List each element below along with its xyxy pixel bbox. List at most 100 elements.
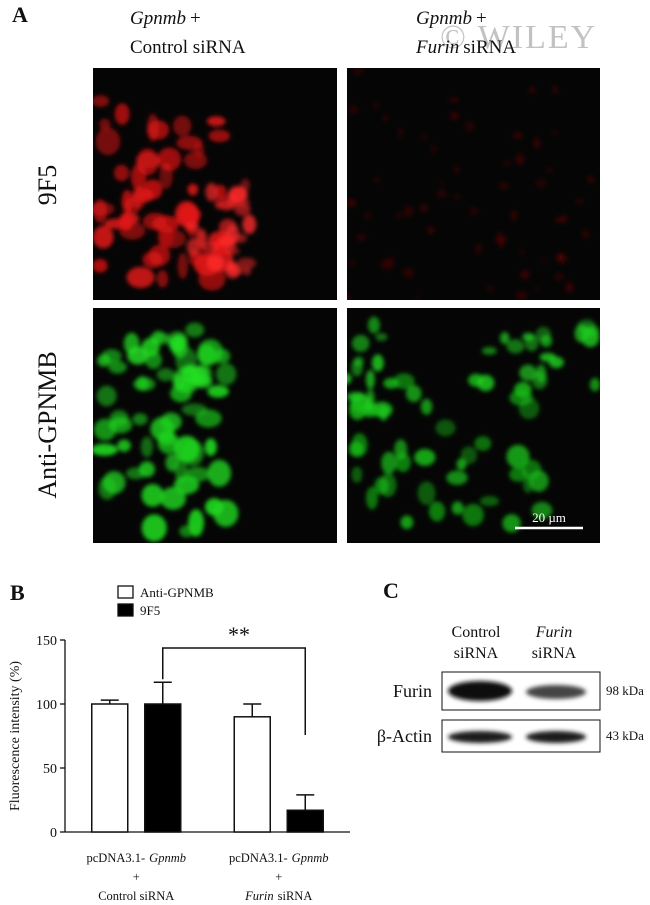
cell bbox=[206, 254, 225, 272]
panel-label: B bbox=[10, 580, 25, 605]
cell bbox=[197, 339, 224, 365]
cell bbox=[184, 151, 208, 170]
cell bbox=[113, 164, 130, 182]
cell bbox=[225, 263, 241, 279]
cell bbox=[430, 144, 437, 154]
label-piece: Control siRNA bbox=[130, 37, 246, 58]
label-line: Furin siRNA bbox=[415, 37, 516, 58]
label-line: siRNA bbox=[532, 645, 577, 662]
cell bbox=[348, 104, 359, 115]
label-line: Gpnmb + bbox=[130, 8, 201, 29]
cell bbox=[519, 364, 537, 381]
watermark: © WILEY bbox=[440, 19, 597, 56]
cell bbox=[506, 444, 530, 469]
cell bbox=[205, 182, 218, 202]
cell bbox=[554, 216, 567, 224]
cell bbox=[481, 346, 497, 355]
label-line: siRNA bbox=[454, 645, 499, 662]
blot-band bbox=[526, 731, 586, 743]
significance-label: ** bbox=[228, 622, 250, 647]
label-piece: Furin bbox=[415, 37, 459, 58]
cell bbox=[575, 198, 585, 205]
cell bbox=[511, 209, 517, 221]
cell bbox=[174, 200, 199, 227]
cell bbox=[522, 332, 535, 342]
cell bbox=[422, 133, 427, 141]
cell bbox=[462, 503, 484, 527]
cell bbox=[381, 451, 397, 475]
cell bbox=[93, 418, 117, 441]
cell bbox=[349, 260, 355, 267]
label-piece: Control bbox=[452, 624, 501, 641]
cell bbox=[132, 185, 146, 210]
cell bbox=[456, 458, 467, 471]
cell bbox=[373, 178, 382, 183]
cell bbox=[96, 385, 117, 407]
cell bbox=[393, 373, 415, 390]
cell bbox=[109, 410, 129, 427]
cell bbox=[454, 165, 459, 174]
cell bbox=[496, 230, 503, 242]
cell bbox=[117, 439, 131, 452]
cell bbox=[379, 405, 389, 421]
label-line: + bbox=[275, 870, 282, 884]
cell bbox=[449, 111, 459, 121]
cell bbox=[581, 228, 590, 239]
label-piece: siRNA bbox=[463, 37, 516, 58]
label-line: Gpnmb + bbox=[416, 8, 487, 29]
cell bbox=[351, 433, 368, 457]
cell bbox=[142, 212, 167, 230]
cell bbox=[502, 514, 521, 533]
cell bbox=[156, 270, 169, 288]
cell bbox=[558, 252, 565, 262]
cell bbox=[565, 282, 574, 293]
cell bbox=[157, 431, 180, 454]
cell bbox=[126, 266, 155, 289]
cell bbox=[541, 257, 547, 264]
legend-swatch bbox=[117, 603, 134, 617]
cell bbox=[546, 167, 553, 173]
label-piece: Control siRNA bbox=[98, 889, 174, 903]
cell bbox=[439, 181, 445, 186]
cell bbox=[93, 95, 110, 107]
cell bbox=[528, 470, 549, 492]
cell bbox=[95, 127, 121, 156]
cell bbox=[347, 293, 351, 300]
blot-size-label: 98 kDa bbox=[606, 683, 644, 698]
legend-swatch bbox=[117, 585, 134, 599]
label-piece: Furin bbox=[244, 889, 273, 903]
cell bbox=[382, 114, 388, 122]
cell bbox=[452, 194, 462, 200]
cell bbox=[520, 269, 530, 280]
panel-c-text: C Control siRNA Furin siRNA Furin 98 kDa β-Acti… bbox=[377, 578, 644, 746]
cell bbox=[348, 399, 367, 420]
cell bbox=[121, 189, 133, 214]
cell bbox=[177, 252, 188, 280]
cell bbox=[142, 251, 163, 268]
cell bbox=[219, 199, 235, 211]
label-line: + bbox=[133, 870, 140, 884]
cell bbox=[535, 178, 547, 188]
cell bbox=[204, 438, 217, 456]
cell bbox=[133, 377, 156, 391]
label-piece: pcDNA3.1- bbox=[87, 851, 146, 865]
cell bbox=[587, 175, 594, 184]
cell bbox=[383, 377, 399, 389]
cell bbox=[157, 224, 175, 249]
cell bbox=[529, 86, 536, 94]
cell bbox=[156, 368, 175, 382]
cell bbox=[190, 366, 210, 378]
cell bbox=[551, 85, 559, 95]
cell bbox=[475, 243, 482, 254]
cell bbox=[353, 356, 364, 367]
cell bbox=[206, 116, 226, 127]
cell bbox=[379, 473, 397, 498]
cell bbox=[136, 148, 159, 176]
cell bbox=[165, 453, 179, 472]
cell bbox=[375, 332, 388, 342]
cell bbox=[132, 413, 148, 426]
cell bbox=[518, 397, 540, 420]
cell bbox=[108, 360, 127, 374]
